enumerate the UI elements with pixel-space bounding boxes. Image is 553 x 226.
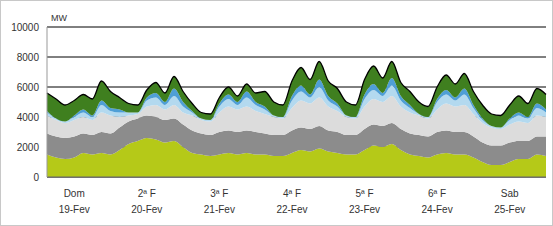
svg-text:0: 0	[33, 172, 39, 183]
html-text:MW: MW	[51, 13, 67, 23]
svg-text:6ª F24-Fev: 6ª F24-Fev	[422, 188, 453, 215]
svg-text:Sab25-Fev: Sab25-Fev	[494, 188, 525, 215]
svg-text:5ª F23-Fev: 5ª F23-Fev	[349, 188, 380, 215]
svg-text:2000: 2000	[17, 142, 40, 153]
svg-text:4ª F22-Fev: 4ª F22-Fev	[276, 188, 307, 215]
svg-text:3ª F21-Fev: 3ª F21-Fev	[204, 188, 235, 215]
svg-text:4000: 4000	[17, 112, 40, 123]
svg-text:2ª F20-Fev: 2ª F20-Fev	[131, 188, 162, 215]
svg-text:10000: 10000	[11, 22, 39, 33]
svg-text:Dom19-Fev: Dom19-Fev	[59, 188, 90, 215]
svg-text:6000: 6000	[17, 82, 40, 93]
svg-text:8000: 8000	[17, 52, 40, 63]
